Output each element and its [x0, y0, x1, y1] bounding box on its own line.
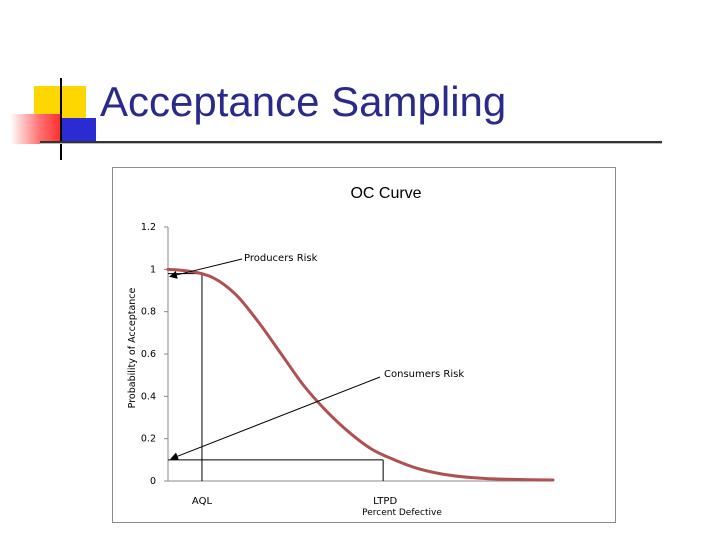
- producers-risk-label: Producers Risk: [244, 253, 318, 264]
- oc-curve-line: [166, 267, 555, 482]
- y-tick-label: 1.2: [141, 222, 156, 233]
- producers-risk-arrow: [169, 258, 243, 279]
- red-bar-decoration: [10, 114, 60, 144]
- y-tick-label: 0.8: [141, 307, 156, 318]
- consumers-risk-label: Consumers Risk: [384, 369, 464, 380]
- x-axis-label: Percent Defective: [362, 508, 442, 518]
- chart-frame: [112, 167, 616, 523]
- ltpd-marker-label: LTPD: [373, 496, 397, 507]
- vertical-line-decoration: [60, 78, 62, 160]
- blue-square-decoration: [56, 118, 96, 144]
- consumers-risk-arrow: [170, 376, 381, 461]
- y-axis-label: Probability of Acceptance: [127, 287, 138, 408]
- y-tick-label: 0.2: [141, 434, 156, 445]
- title-rule: [40, 141, 662, 144]
- chart-title: OC Curve: [350, 185, 421, 202]
- y-tick-label: 0: [150, 476, 156, 487]
- y-tick-label: 1: [150, 264, 156, 275]
- slide-title: Acceptance Sampling: [100, 78, 507, 125]
- aql-marker-label: AQL: [192, 496, 213, 507]
- y-tick-label: 0.4: [141, 391, 156, 402]
- y-tick-label: 0.6: [141, 349, 156, 360]
